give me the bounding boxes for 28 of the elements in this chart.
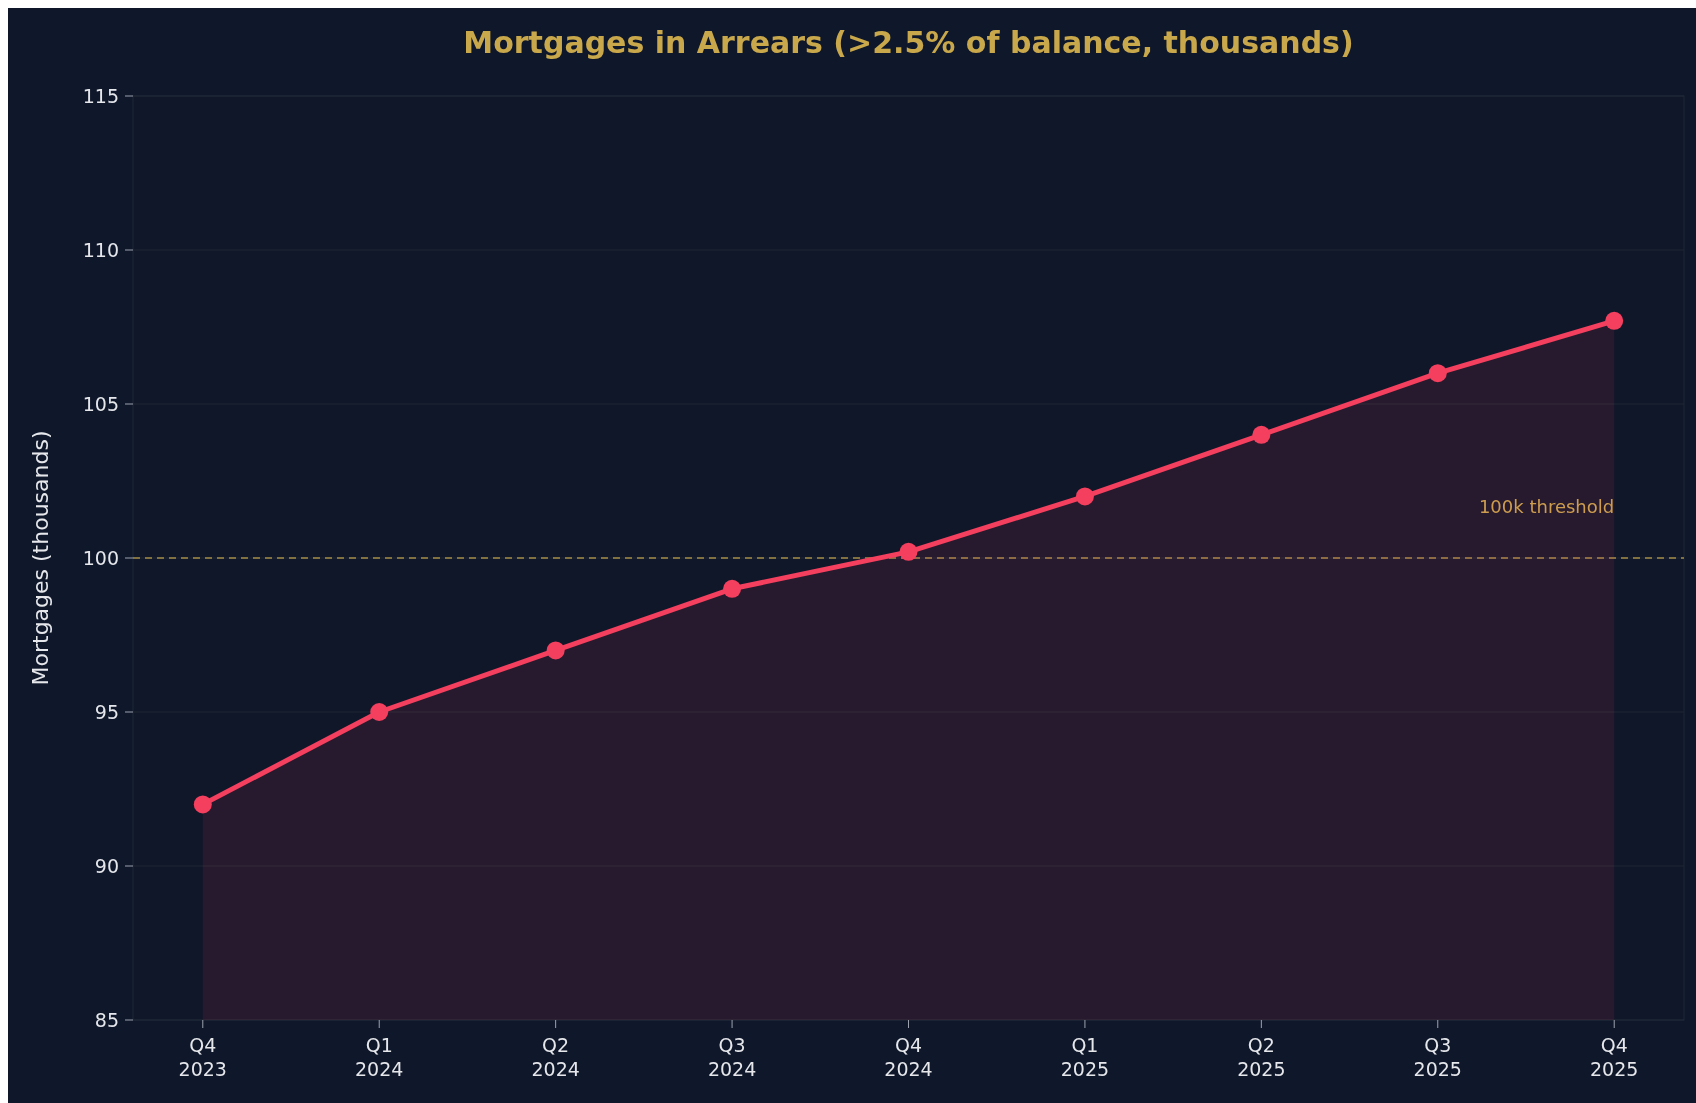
x-tick-label: Q3 2024 xyxy=(707,1034,757,1080)
y-tick-label: 105 xyxy=(82,392,119,415)
point xyxy=(723,579,742,598)
point xyxy=(193,795,212,814)
y-tick-label: 115 xyxy=(82,84,119,107)
y-tick-label: 85 xyxy=(94,1008,119,1031)
x-tick-label: Q4 2025 xyxy=(1590,1034,1639,1080)
x-tick-label: Q1 2024 xyxy=(355,1034,404,1080)
point xyxy=(546,641,565,660)
y-tick-label: 100 xyxy=(82,546,119,569)
y-tick-label: 90 xyxy=(94,854,119,877)
ref-line-label: 100k threshold xyxy=(1478,496,1615,517)
chart-title: Mortgages in Arrears (>2.5% of balance, thousands) xyxy=(463,25,1354,60)
x-tick-label: Q2 2024 xyxy=(531,1034,580,1080)
y-tick-label: 110 xyxy=(82,238,119,261)
point xyxy=(370,703,389,721)
x-tick-label: Q1 2025 xyxy=(1060,1034,1110,1080)
x-tick-label: Q4 2023 xyxy=(178,1034,227,1080)
y-tick-label: 95 xyxy=(94,700,119,723)
y-axis-title: Mortgages (thousands) xyxy=(28,430,53,686)
point xyxy=(1075,487,1094,506)
point xyxy=(1428,364,1447,383)
x-tick-label: Q3 2025 xyxy=(1413,1034,1462,1080)
point xyxy=(1605,311,1624,330)
x-tick-label: Q2 2025 xyxy=(1237,1034,1286,1080)
x-tick-label: Q4 2024 xyxy=(884,1034,933,1080)
point xyxy=(1252,425,1271,444)
point xyxy=(899,542,918,561)
